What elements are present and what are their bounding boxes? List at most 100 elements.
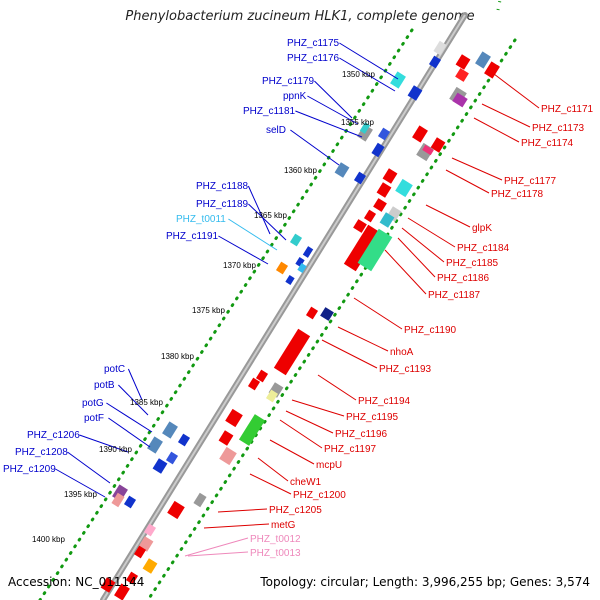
gene-feature-glyph[interactable] — [353, 219, 367, 233]
gene-feature-glyph[interactable] — [428, 55, 442, 69]
right-gene-label[interactable]: PHZ_c1200 — [293, 490, 346, 501]
left-gene-label[interactable]: ppnK — [283, 91, 307, 102]
right-gene-label[interactable]: metG — [271, 520, 296, 531]
gene-feature-glyph[interactable] — [147, 436, 163, 454]
left-gene-label[interactable]: potF — [84, 413, 104, 424]
gene-feature-glyph[interactable] — [177, 433, 191, 447]
gene-feature-glyph[interactable] — [475, 51, 491, 69]
gene-feature-glyph[interactable] — [430, 137, 446, 153]
gene-feature-glyph[interactable] — [390, 71, 406, 89]
gene-feature-glyph[interactable] — [218, 430, 234, 446]
left-gene-label[interactable]: PHZ_c1188 — [196, 181, 249, 192]
gene-feature-glyph[interactable] — [455, 68, 469, 82]
left-gene-label[interactable]: PHZ_t0011 — [176, 214, 226, 225]
gene-feature-glyph[interactable] — [302, 246, 314, 258]
right-gene-label[interactable]: PHZ_c1184 — [457, 243, 510, 254]
gene-feature-glyph[interactable] — [225, 408, 243, 428]
gene-feature-glyph[interactable] — [162, 421, 178, 439]
gene-feature-glyph[interactable] — [359, 122, 371, 134]
gene-feature-glyph[interactable] — [265, 389, 279, 403]
right-gene-label[interactable]: PHZ_c1196 — [335, 429, 388, 440]
left-gene-label[interactable]: potG — [82, 398, 104, 409]
gene-feature-glyph[interactable] — [452, 92, 468, 108]
gene-feature-glyph[interactable] — [100, 577, 116, 593]
gene-feature-glyph[interactable] — [165, 451, 179, 465]
right-gene-label[interactable]: PHZ_c1185 — [446, 258, 499, 269]
right-gene-label[interactable]: PHZ_c1193 — [379, 364, 432, 375]
right-gene-label[interactable]: PHZ_c1178 — [491, 189, 544, 200]
gene-feature-glyph[interactable] — [363, 209, 377, 223]
left-gene-label[interactable]: PHZ_c1206 — [27, 430, 80, 441]
gene-feature-long-glyph[interactable] — [357, 228, 393, 272]
gene-feature-glyph[interactable] — [433, 40, 447, 56]
gene-feature-glyph[interactable] — [382, 168, 398, 184]
gene-feature-glyph[interactable] — [376, 182, 392, 198]
gene-feature-glyph[interactable] — [379, 212, 395, 228]
gene-feature-glyph[interactable] — [320, 307, 334, 321]
right-gene-label[interactable]: nhoA — [390, 347, 414, 358]
left-gene-label[interactable]: PHZ_c1176 — [287, 53, 340, 64]
gene-feature-glyph[interactable] — [152, 458, 168, 474]
gene-feature-glyph[interactable] — [219, 446, 237, 466]
left-gene-label[interactable]: PHZ_c1179 — [262, 76, 315, 87]
gene-feature-glyph[interactable] — [484, 61, 500, 79]
left-gene-label[interactable]: selD — [266, 125, 286, 136]
gene-feature-glyph[interactable] — [275, 261, 289, 275]
left-gene-label[interactable]: PHZ_c1209 — [3, 464, 56, 475]
gene-feature-glyph[interactable] — [125, 571, 139, 585]
gene-feature-glyph[interactable] — [114, 583, 130, 600]
right-gene-label[interactable]: glpK — [472, 223, 492, 234]
left-gene-label[interactable]: PHZ_c1175 — [287, 38, 340, 49]
gene-feature-glyph[interactable] — [133, 545, 147, 559]
gene-feature-glyph[interactable] — [422, 144, 434, 156]
gene-feature-glyph[interactable] — [111, 492, 125, 508]
right-gene-label[interactable]: PHZ_c1194 — [358, 396, 411, 407]
gene-feature-glyph[interactable] — [289, 233, 303, 247]
gene-feature-long-glyph[interactable] — [238, 414, 266, 446]
right-gene-label[interactable]: PHZ_t0013 — [250, 548, 301, 559]
gene-feature-glyph[interactable] — [373, 198, 387, 212]
right-gene-label[interactable]: PHZ_c1195 — [346, 412, 399, 423]
gene-feature-glyph[interactable] — [142, 558, 158, 574]
gene-feature-glyph[interactable] — [412, 125, 428, 143]
right-gene-label[interactable]: cheW1 — [290, 477, 322, 488]
gene-feature-glyph[interactable] — [295, 257, 305, 267]
gene-feature-glyph[interactable] — [353, 171, 367, 185]
gene-feature-glyph[interactable] — [305, 306, 319, 320]
left-gene-label[interactable]: PHZ_c1189 — [196, 199, 249, 210]
gene-feature-long-glyph[interactable] — [343, 224, 381, 272]
right-gene-label[interactable]: PHZ_c1174 — [521, 138, 574, 149]
left-gene-label[interactable]: potC — [104, 364, 125, 375]
gene-feature-glyph[interactable] — [395, 178, 413, 198]
right-gene-label[interactable]: PHZ_c1205 — [269, 505, 322, 516]
gene-feature-glyph[interactable] — [297, 263, 307, 273]
gene-feature-glyph[interactable] — [143, 523, 157, 537]
left-gene-label[interactable]: PHZ_c1191 — [166, 231, 219, 242]
right-gene-label[interactable]: PHZ_c1171 — [541, 104, 594, 115]
right-gene-label[interactable]: PHZ_c1190 — [404, 325, 457, 336]
right-gene-label[interactable]: mcpU — [316, 460, 342, 471]
gene-feature-glyph[interactable] — [255, 369, 269, 383]
gene-feature-glyph[interactable] — [407, 85, 423, 101]
left-gene-label[interactable]: potB — [94, 380, 115, 391]
right-gene-label[interactable]: PHZ_c1187 — [428, 290, 481, 301]
gene-feature-glyph[interactable] — [455, 54, 471, 70]
right-gene-label[interactable]: PHZ_c1186 — [437, 273, 490, 284]
gene-feature-glyph[interactable] — [123, 495, 137, 509]
right-gene-label[interactable]: PHZ_t0012 — [250, 534, 301, 545]
left-gene-label[interactable]: PHZ_c1208 — [15, 447, 68, 458]
gene-feature-glyph[interactable] — [193, 492, 207, 508]
gene-feature-glyph[interactable] — [371, 142, 385, 158]
gene-feature-glyph[interactable] — [247, 377, 261, 391]
gene-feature-glyph[interactable] — [167, 500, 185, 520]
gene-feature-glyph[interactable] — [334, 162, 350, 178]
right-gene-label[interactable]: PHZ_c1197 — [324, 444, 377, 455]
gene-feature-glyph[interactable] — [285, 275, 295, 285]
right-gene-label[interactable]: PHZ_c1177 — [504, 176, 557, 187]
gene-feature-glyph[interactable] — [377, 127, 391, 141]
leader-line — [217, 508, 268, 513]
right-gene-label[interactable]: PHZ_c1173 — [532, 123, 585, 134]
gene-feature-long-glyph[interactable] — [273, 328, 311, 376]
left-gene-label[interactable]: PHZ_c1181 — [243, 106, 296, 117]
